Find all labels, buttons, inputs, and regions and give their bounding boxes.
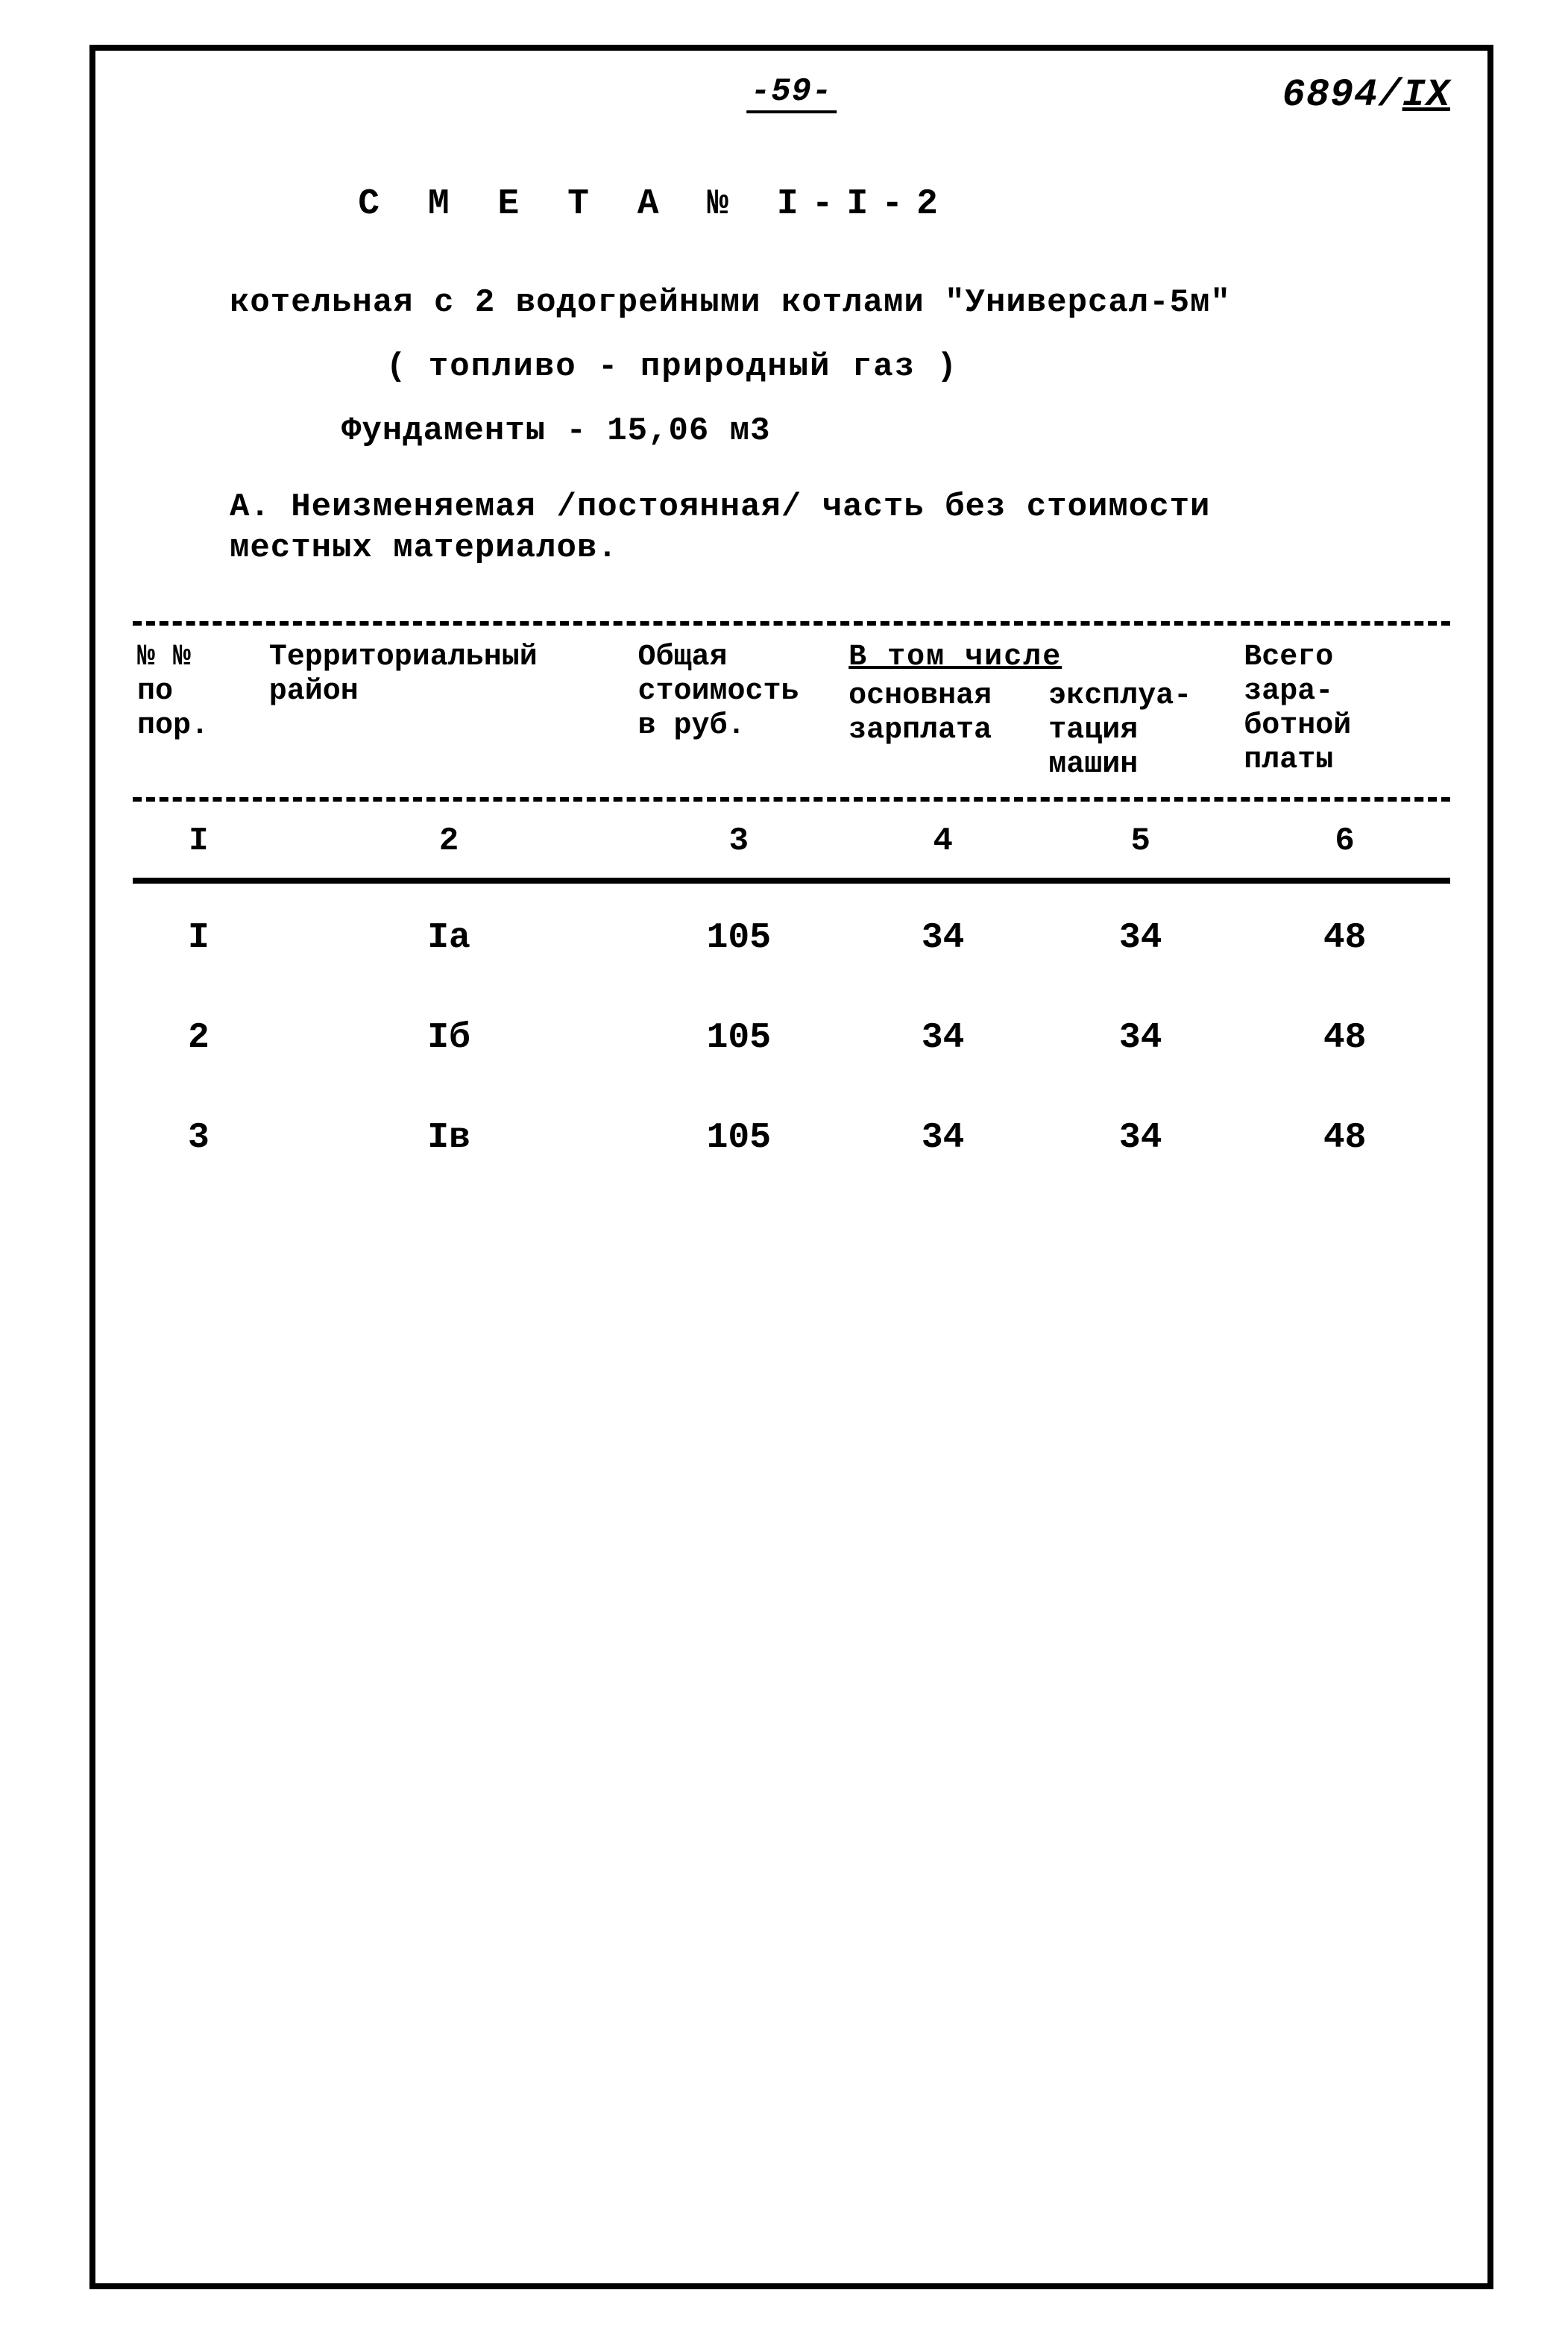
- col-header-vsego: Всего зара- ботной платы: [1239, 633, 1450, 790]
- table-dash-top: [133, 614, 1450, 633]
- document-frame: -59- 6894/IX С М Е Т А № I-I-2 котельная…: [89, 45, 1493, 2289]
- cell-vsego: 48: [1239, 988, 1450, 1088]
- cell-vsego: 48: [1239, 888, 1450, 988]
- cell-expl: 34: [1042, 988, 1239, 1088]
- cell-total: 105: [633, 988, 844, 1088]
- document-number-suffix: IX: [1402, 73, 1450, 117]
- table-header-row: № № по пор. Территориальный район Общая …: [133, 633, 1450, 790]
- estimate-table: № № по пор. Территориальный район Общая …: [133, 614, 1450, 1188]
- colnum-5: 5: [1042, 809, 1239, 873]
- colnum-6: 6: [1239, 809, 1450, 873]
- subtitle: котельная с 2 водогрейными котлами "Унив…: [230, 284, 1450, 321]
- top-line: -59- 6894/IX: [133, 73, 1450, 117]
- document-number: 6894/IX: [1282, 73, 1450, 117]
- table-row: I Iа 105 34 34 48: [133, 888, 1450, 988]
- cell-n: 3: [133, 1088, 265, 1188]
- table-dash-mid: [133, 790, 1450, 809]
- table-column-numbers: I 2 3 4 5 6: [133, 809, 1450, 873]
- cell-n: I: [133, 888, 265, 988]
- cell-expl: 34: [1042, 888, 1239, 988]
- table-row: 2 Iб 105 34 34 48: [133, 988, 1450, 1088]
- colnum-2: 2: [265, 809, 634, 873]
- document-number-main: 6894/: [1282, 73, 1402, 117]
- foundation-note: Фундаменты - 15,06 м3: [341, 412, 1450, 450]
- colnum-4: 4: [844, 809, 1042, 873]
- fuel-note: ( топливо - природный газ ): [386, 348, 1450, 386]
- subgroup-title: В том числе: [848, 641, 1235, 675]
- col-header-number: № № по пор.: [133, 633, 265, 790]
- cell-expl: 34: [1042, 1088, 1239, 1188]
- col-header-region: Территориальный район: [265, 633, 634, 790]
- cell-region: Iа: [265, 888, 634, 988]
- col-header-total: Общая стоимость в руб.: [633, 633, 844, 790]
- cell-n: 2: [133, 988, 265, 1088]
- page: -59- 6894/IX С М Е Т А № I-I-2 котельная…: [0, 0, 1568, 2334]
- cell-osn: 34: [844, 1088, 1042, 1188]
- estimate-title: С М Е Т А № I-I-2: [259, 184, 1050, 224]
- colnum-1: I: [133, 809, 265, 873]
- page-number: -59-: [746, 73, 837, 113]
- table-row: 3 Iв 105 34 34 48: [133, 1088, 1450, 1188]
- col-header-subgroup: В том числе основная зарплата эксплуа- т…: [844, 633, 1239, 790]
- cell-vsego: 48: [1239, 1088, 1450, 1188]
- col-header-expl: эксплуа- тация машин: [1048, 679, 1235, 782]
- col-header-osn: основная зарплата: [848, 679, 1035, 782]
- cell-total: 105: [633, 1088, 844, 1188]
- cell-region: Iв: [265, 1088, 634, 1188]
- section-a-heading: А. Неизменяемая /постоянная/ часть без с…: [230, 487, 1273, 569]
- cell-total: 105: [633, 888, 844, 988]
- cell-osn: 34: [844, 988, 1042, 1088]
- cell-osn: 34: [844, 888, 1042, 988]
- colnum-3: 3: [633, 809, 844, 873]
- cell-region: Iб: [265, 988, 634, 1088]
- table-solid-rule: [133, 873, 1450, 888]
